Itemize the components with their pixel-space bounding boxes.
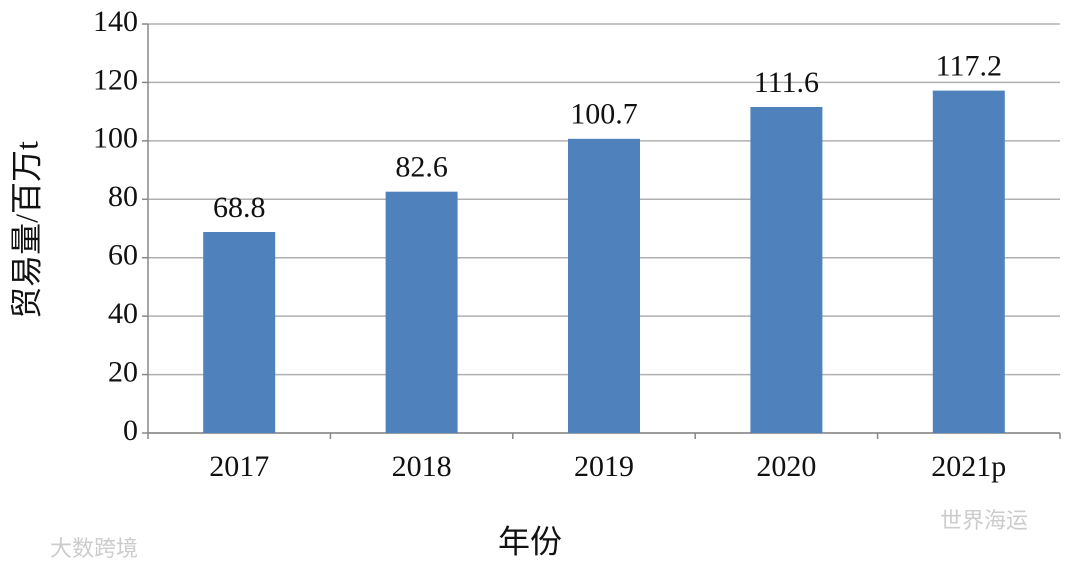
bar xyxy=(932,90,1005,433)
bar xyxy=(568,138,640,434)
y-tick-label: 120 xyxy=(93,63,138,96)
y-tick-label: 20 xyxy=(108,355,138,388)
x-tick-label: 2021p xyxy=(931,450,1006,483)
x-tick-label: 2018 xyxy=(392,450,452,483)
data-label: 111.6 xyxy=(754,66,819,99)
data-label: 117.2 xyxy=(936,49,1002,82)
y-tick-label: 40 xyxy=(108,297,138,330)
y-tick-label: 0 xyxy=(123,414,138,447)
data-label: 100.7 xyxy=(570,98,638,131)
y-tick-label: 140 xyxy=(93,5,138,38)
y-tick-label: 80 xyxy=(108,180,138,213)
data-label: 68.8 xyxy=(213,191,266,224)
x-tick-label: 2017 xyxy=(209,450,269,483)
x-tick-label: 2020 xyxy=(756,450,816,483)
bar xyxy=(203,232,276,433)
x-tick-label: 2019 xyxy=(574,450,634,483)
watermark: 大数跨境 xyxy=(50,537,138,562)
watermark: 世界海运 xyxy=(940,509,1028,534)
data-label: 82.6 xyxy=(395,151,448,184)
x-axis-title: 年份 xyxy=(498,523,562,559)
bar xyxy=(750,106,823,434)
y-tick-label: 60 xyxy=(108,239,138,272)
y-axis-title: 贸易量/百万t xyxy=(8,141,44,319)
y-tick-label: 100 xyxy=(93,122,138,155)
bar xyxy=(385,191,458,433)
